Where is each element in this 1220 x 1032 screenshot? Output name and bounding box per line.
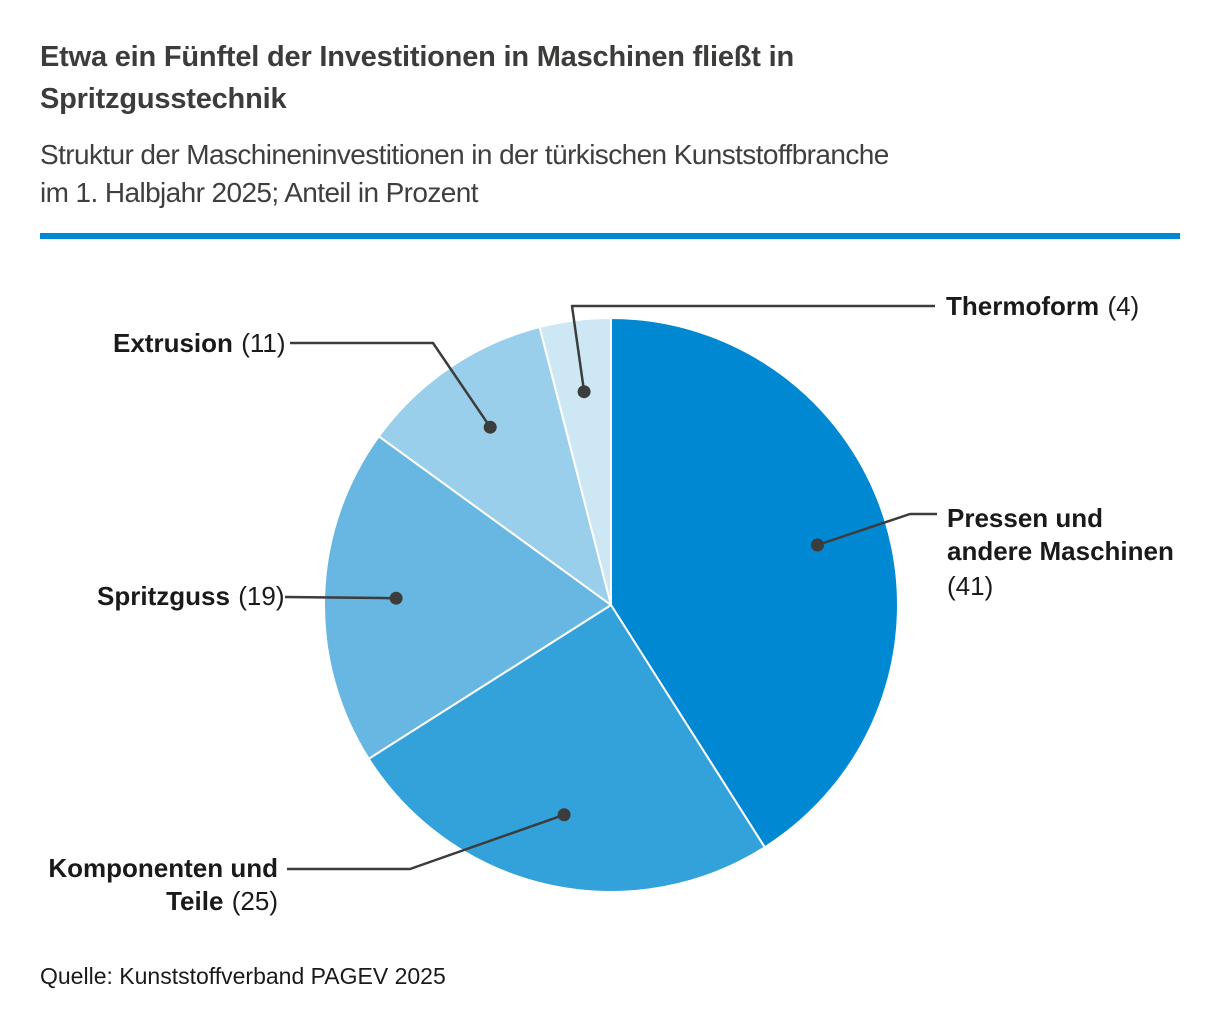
label-name: Thermoform (946, 291, 1100, 321)
leader-dot-spritzguss (389, 591, 403, 605)
label-thermoform: Thermoform (4) (946, 290, 1139, 323)
label-name: Pressen und andere Maschinen (947, 503, 1174, 566)
label-pressen-und-andere-maschinen: Pressen und andere Maschinen (41) (947, 502, 1174, 603)
leader-line-komponenten (287, 813, 565, 871)
source-note: Quelle: Kunststoffverband PAGEV 2025 (40, 963, 446, 989)
label-komponenten-und-teile: Komponenten und Teile (25) (38, 852, 278, 918)
leader-line-spritzguss (284, 595, 397, 600)
pie-slice-spritzguss (323, 435, 612, 760)
divider-rule (40, 233, 1180, 239)
leader-dot-extrusion (483, 420, 497, 434)
leader-dot-komponenten (557, 808, 571, 822)
leader-line-pressen (817, 512, 937, 547)
leader-dot-pressen (811, 538, 824, 552)
label-value: (11) (241, 328, 286, 358)
pie-slice-pressen (610, 317, 899, 849)
label-value: (4) (1107, 291, 1140, 321)
pie-slice-komponenten (367, 604, 766, 893)
label-value: (25) (231, 886, 278, 916)
label-name: Komponenten und Teile (48, 853, 278, 916)
label-spritzguss: Spritzguss (19) (97, 580, 284, 613)
chart-subtitle: Struktur der Maschineninvestitionen in d… (40, 139, 889, 208)
leader-line-thermoform (570, 304, 935, 392)
leader-line-extrusion (290, 341, 492, 428)
label-name: Spritzguss (97, 581, 230, 611)
chart-title: Etwa ein Fünftel der Investitionen in Ma… (40, 41, 794, 115)
label-extrusion: Extrusion (11) (113, 327, 286, 360)
label-name: Extrusion (113, 328, 233, 358)
label-value: (19) (238, 581, 285, 611)
label-value: (41) (947, 571, 994, 601)
leader-dot-thermoform (577, 385, 591, 399)
